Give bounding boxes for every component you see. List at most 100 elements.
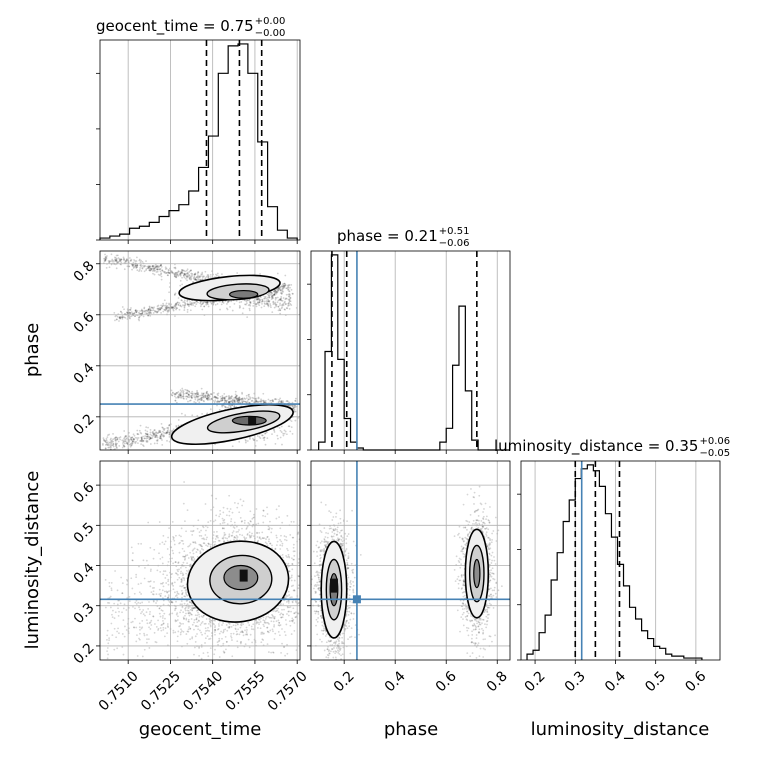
- sample-point: [277, 437, 279, 440]
- sample-point: [238, 396, 241, 399]
- sample-point: [300, 585, 302, 587]
- sample-point: [149, 265, 152, 268]
- sample-point: [139, 439, 142, 442]
- sample-point: [276, 290, 279, 293]
- sample-point: [201, 278, 204, 281]
- sample-point: [230, 397, 233, 399]
- sample-point: [155, 310, 157, 313]
- sample-point: [202, 396, 205, 399]
- sample-point: [297, 416, 300, 419]
- sample-point: [214, 395, 217, 398]
- sample-point: [202, 393, 205, 395]
- sample-point: [285, 293, 288, 296]
- sample-point: [147, 314, 150, 317]
- sample-point: [202, 548, 205, 551]
- sample-point: [288, 293, 291, 295]
- sample-point: [269, 291, 272, 294]
- sample-point: [152, 432, 155, 435]
- sample-point: [268, 538, 270, 541]
- sample-point: [246, 440, 249, 442]
- sample-point: [246, 299, 249, 302]
- sample-point: [120, 258, 123, 261]
- sample-point: [175, 275, 178, 277]
- sample-point: [151, 437, 154, 439]
- sample-point: [134, 436, 137, 439]
- sample-point: [167, 310, 170, 313]
- sample-point: [192, 281, 195, 284]
- sample-point: [279, 401, 282, 404]
- sample-point: [119, 260, 122, 263]
- sample-point: [150, 434, 153, 437]
- sample-point: [200, 396, 203, 399]
- sample-point: [235, 399, 238, 401]
- sample-point: [188, 396, 191, 399]
- sample-point: [180, 581, 183, 583]
- sample-point: [134, 315, 136, 318]
- sample-point: [245, 401, 248, 404]
- sample-point: [187, 273, 189, 275]
- sample-point: [156, 442, 159, 445]
- sample-point: [290, 288, 293, 291]
- sample-point: [206, 394, 209, 397]
- sample-point: [158, 307, 161, 309]
- sample-point: [209, 393, 212, 396]
- sample-point: [110, 253, 113, 256]
- sample-point: [158, 429, 161, 432]
- sample-point: [129, 438, 132, 441]
- sample-point: [285, 302, 287, 305]
- sample-point: [261, 299, 264, 302]
- sample-point: [229, 404, 231, 407]
- sample-point: [143, 437, 146, 440]
- sample-point: [106, 444, 109, 446]
- sample-point: [190, 275, 193, 278]
- sample-point: [206, 395, 209, 397]
- sample-point: [280, 401, 283, 404]
- sample-point: [178, 302, 181, 304]
- sample-point: [280, 295, 283, 298]
- sample-point: [260, 300, 263, 303]
- sample-point: [138, 259, 141, 262]
- sample-point: [284, 303, 287, 306]
- sample-point: [149, 433, 152, 436]
- sample-point: [188, 305, 190, 308]
- sample-point: [249, 397, 252, 400]
- sample-point: [218, 408, 221, 411]
- sample-point: [191, 396, 194, 399]
- sample-point: [145, 619, 148, 622]
- sample-point: [297, 531, 300, 534]
- sample-point: [175, 271, 177, 274]
- sample-point: [244, 629, 246, 632]
- sample-point: [282, 400, 284, 402]
- sample-point: [159, 570, 162, 573]
- sample-point: [212, 520, 215, 523]
- sample-point: [255, 305, 258, 308]
- sample-point: [266, 302, 269, 305]
- sample-point: [150, 268, 153, 271]
- sample-point: [246, 299, 248, 302]
- sample-point: [214, 538, 217, 540]
- sample-point: [160, 433, 163, 436]
- sample-point: [274, 442, 277, 445]
- sample-point: [290, 585, 293, 588]
- sample-point: [214, 443, 216, 446]
- sample-point: [216, 628, 219, 631]
- sample-point: [200, 529, 202, 532]
- sample-point: [179, 304, 182, 307]
- sample-point: [273, 608, 276, 611]
- sample-point: [179, 603, 182, 606]
- sample-point: [176, 301, 179, 304]
- sample-point: [109, 448, 112, 450]
- sample-point: [277, 309, 280, 312]
- sample-point: [138, 270, 140, 273]
- sample-point: [160, 624, 163, 627]
- sample-point: [156, 268, 159, 271]
- sample-point: [179, 272, 182, 275]
- sample-point: [235, 395, 238, 397]
- sample-point: [115, 260, 118, 263]
- sample-point: [187, 275, 190, 277]
- sample-point: [307, 572, 309, 574]
- sample-point: [160, 264, 162, 267]
- sample-point: [187, 393, 190, 396]
- sample-point: [185, 395, 188, 398]
- sample-point: [216, 274, 218, 277]
